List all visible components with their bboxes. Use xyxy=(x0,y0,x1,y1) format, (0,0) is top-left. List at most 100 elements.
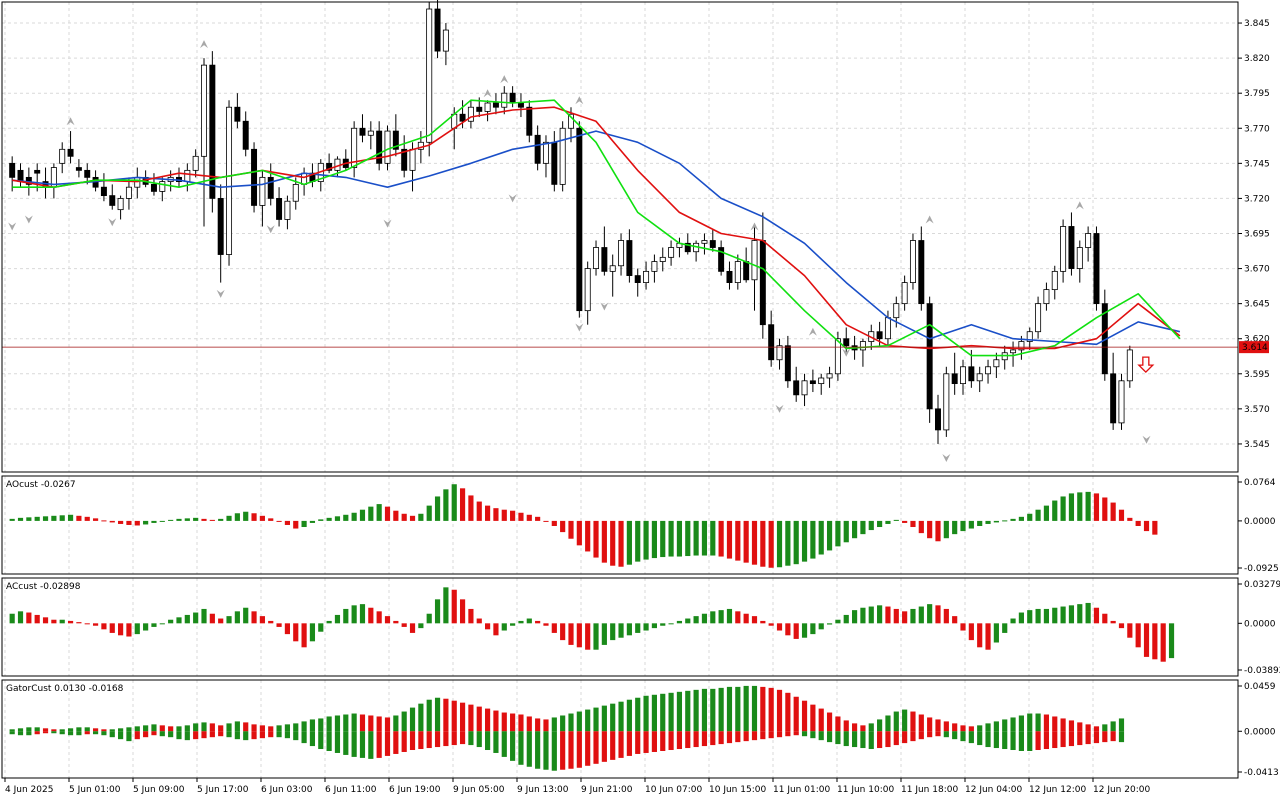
candle-bullish[interactable] xyxy=(801,380,808,396)
candle-bullish[interactable] xyxy=(1010,349,1017,354)
candle-bearish[interactable] xyxy=(209,64,216,199)
candle-bullish[interactable] xyxy=(117,198,124,211)
candle-bearish[interactable] xyxy=(718,247,725,272)
candle-bullish[interactable] xyxy=(751,240,758,281)
candle-bullish[interactable] xyxy=(1085,233,1092,248)
candle-bearish[interactable] xyxy=(684,242,691,253)
candle-bearish[interactable] xyxy=(509,92,516,104)
candle-bearish[interactable] xyxy=(459,113,466,122)
candle-bullish[interactable] xyxy=(226,106,233,255)
candle-bullish[interactable] xyxy=(659,256,666,262)
candle-bearish[interactable] xyxy=(67,148,74,157)
candle-bullish[interactable] xyxy=(284,200,291,220)
candle-bullish[interactable] xyxy=(301,172,308,185)
candle-bullish[interactable] xyxy=(701,240,708,244)
candle-bullish[interactable] xyxy=(943,373,950,431)
candle-bearish[interactable] xyxy=(1093,233,1100,305)
candle-bearish[interactable] xyxy=(1068,226,1075,269)
candle-bullish[interactable] xyxy=(426,8,433,143)
candle-bullish[interactable] xyxy=(467,106,474,122)
candle-bearish[interactable] xyxy=(926,303,933,410)
candle-bearish[interactable] xyxy=(601,247,608,272)
candle-bullish[interactable] xyxy=(643,270,650,283)
candle-bearish[interactable] xyxy=(551,141,558,185)
candle-bearish[interactable] xyxy=(784,345,791,382)
candle-bearish[interactable] xyxy=(242,120,249,150)
candle-bullish[interactable] xyxy=(818,377,825,385)
candle-bearish[interactable] xyxy=(9,162,16,178)
candle-bullish[interactable] xyxy=(184,169,191,182)
candle-bearish[interactable] xyxy=(968,366,975,382)
candle-bearish[interactable] xyxy=(476,106,483,112)
candle-bullish[interactable] xyxy=(859,341,866,351)
candle-bullish[interactable] xyxy=(976,373,983,382)
candle-bullish[interactable] xyxy=(993,359,1000,368)
candle-bullish[interactable] xyxy=(501,92,508,108)
candle-bullish[interactable] xyxy=(542,141,549,164)
candle-bullish[interactable] xyxy=(259,176,266,206)
candle-bearish[interactable] xyxy=(876,331,883,340)
candle-bullish[interactable] xyxy=(559,127,566,185)
candle-bullish[interactable] xyxy=(351,127,358,168)
candle-bullish[interactable] xyxy=(292,183,299,202)
candle-bearish[interactable] xyxy=(34,169,41,174)
candle-bearish[interactable] xyxy=(526,106,533,136)
gator-panel[interactable] xyxy=(9,685,1125,771)
candle-bullish[interactable] xyxy=(125,186,132,199)
candle-bullish[interactable] xyxy=(1043,289,1050,305)
candle-bearish[interactable] xyxy=(326,162,333,171)
candle-bullish[interactable] xyxy=(909,240,916,283)
candle-bearish[interactable] xyxy=(809,380,816,385)
candle-bearish[interactable] xyxy=(951,373,958,385)
candle-bullish[interactable] xyxy=(1118,380,1125,424)
candle-bearish[interactable] xyxy=(392,130,399,150)
candle-bullish[interactable] xyxy=(834,338,841,375)
candle-bullish[interactable] xyxy=(1051,270,1058,291)
candle-bullish[interactable] xyxy=(826,373,833,379)
candle-bullish[interactable] xyxy=(442,29,449,52)
candle-bullish[interactable] xyxy=(568,113,574,129)
candle-bearish[interactable] xyxy=(100,186,107,197)
candle-bullish[interactable] xyxy=(201,64,207,157)
candle-bearish[interactable] xyxy=(150,183,157,192)
ao-panel[interactable] xyxy=(9,484,1158,568)
candle-bullish[interactable] xyxy=(651,261,658,272)
candle-bearish[interactable] xyxy=(743,261,750,281)
candle-bearish[interactable] xyxy=(75,167,82,171)
candle-bullish[interactable] xyxy=(618,240,625,267)
candle-bullish[interactable] xyxy=(484,102,491,112)
candle-bullish[interactable] xyxy=(1026,331,1033,342)
candle-bullish[interactable] xyxy=(417,141,424,150)
candle-bearish[interactable] xyxy=(359,127,366,136)
candle-bearish[interactable] xyxy=(376,130,383,164)
candle-bullish[interactable] xyxy=(609,265,616,272)
candle-bullish[interactable] xyxy=(1018,341,1025,351)
candle-bearish[interactable] xyxy=(84,169,91,178)
candle-bullish[interactable] xyxy=(1060,226,1067,272)
candle-bullish[interactable] xyxy=(893,303,900,319)
candle-bullish[interactable] xyxy=(884,317,891,340)
candle-bearish[interactable] xyxy=(1110,373,1117,424)
candle-bearish[interactable] xyxy=(626,240,633,276)
candle-bullish[interactable] xyxy=(901,282,908,305)
candle-bearish[interactable] xyxy=(401,148,408,171)
candle-bullish[interactable] xyxy=(584,268,591,312)
candle-bearish[interactable] xyxy=(634,275,641,283)
candle-bearish[interactable] xyxy=(109,195,116,206)
candle-bearish[interactable] xyxy=(251,148,258,206)
candle-bullish[interactable] xyxy=(960,366,967,385)
candle-bearish[interactable] xyxy=(918,240,925,305)
price-panel[interactable] xyxy=(2,0,1238,462)
candle-bearish[interactable] xyxy=(434,8,441,52)
candle-bullish[interactable] xyxy=(384,130,391,164)
candle-bullish[interactable] xyxy=(593,247,600,269)
candle-bullish[interactable] xyxy=(776,345,783,361)
candle-bearish[interactable] xyxy=(517,102,524,108)
candle-bearish[interactable] xyxy=(759,240,766,326)
candle-bullish[interactable] xyxy=(159,181,166,192)
ac-panel[interactable] xyxy=(9,587,1175,662)
candle-bearish[interactable] xyxy=(492,102,499,108)
candle-bearish[interactable] xyxy=(276,198,283,220)
candle-bullish[interactable] xyxy=(367,130,374,136)
